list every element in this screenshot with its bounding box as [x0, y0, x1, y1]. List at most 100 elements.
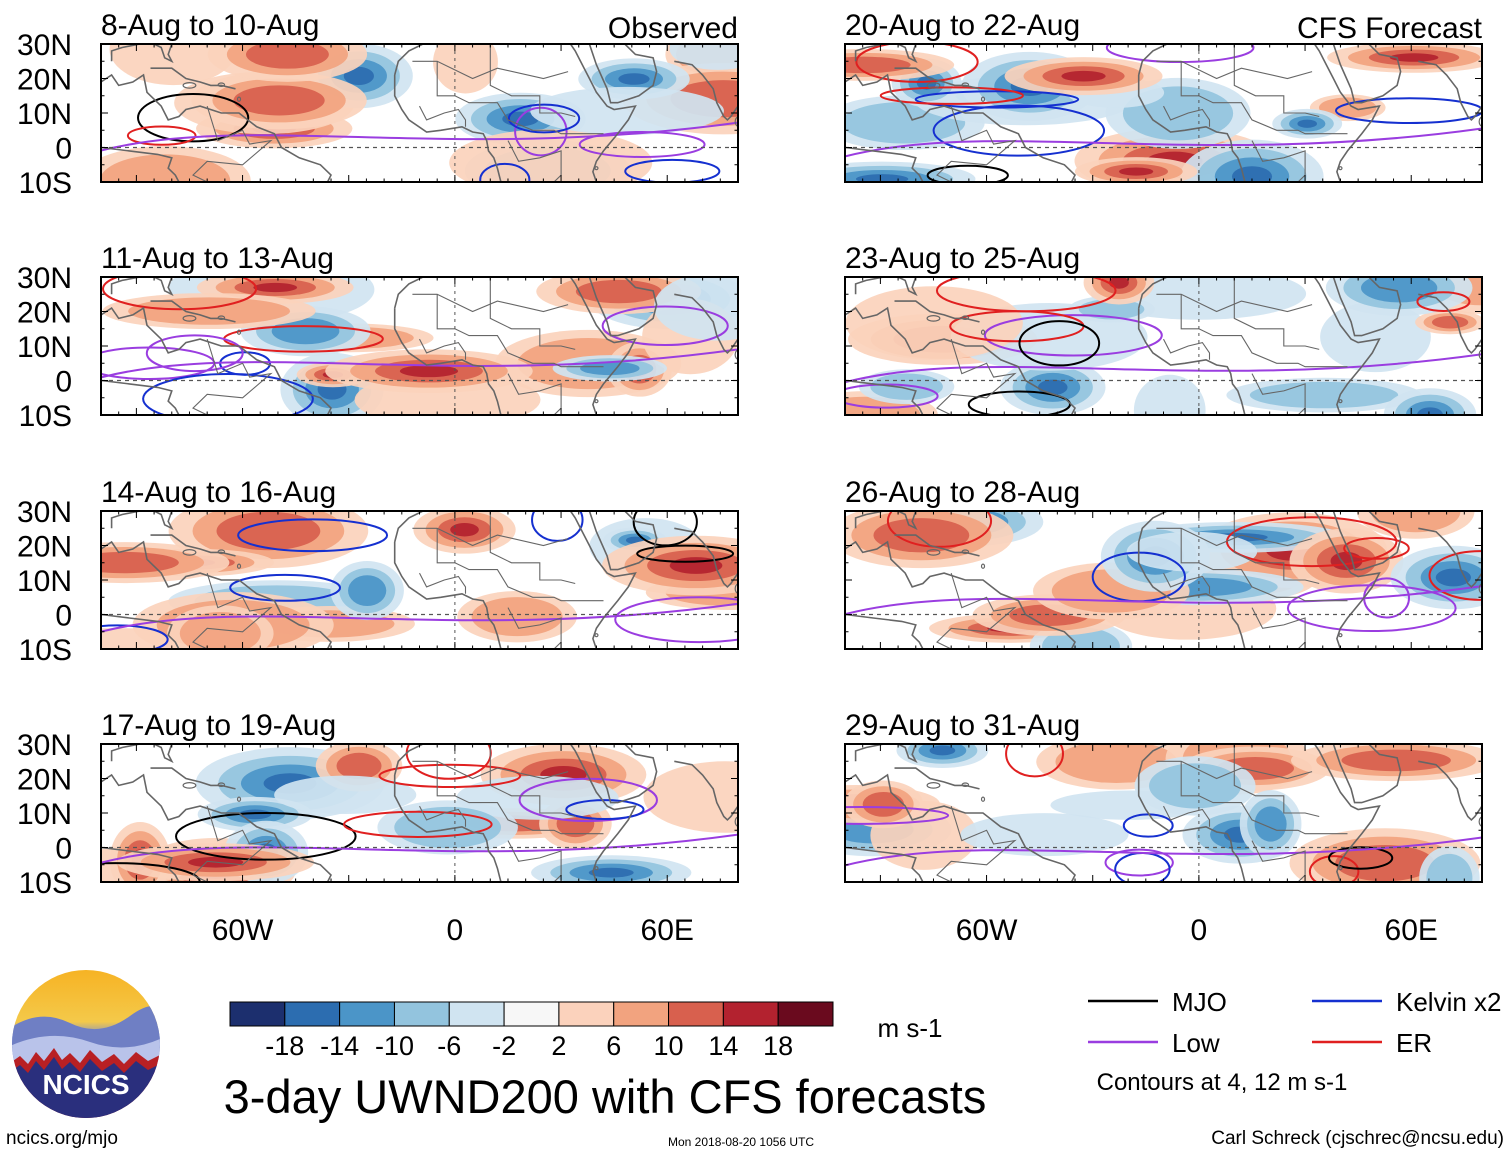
x-tick-label: 60W	[212, 914, 274, 947]
anomaly-blob	[1341, 749, 1451, 772]
anomaly-blob	[845, 286, 1023, 360]
coastline	[1332, 744, 1402, 804]
island	[217, 82, 226, 88]
coastline	[101, 846, 180, 882]
coastline	[110, 277, 174, 297]
country-border	[936, 805, 1017, 882]
x-tick-label: 60W	[956, 914, 1018, 947]
column-header: Observed	[608, 12, 738, 45]
contour-line	[175, 812, 357, 861]
panel-label: 23-Aug to 25-Aug	[845, 242, 1080, 275]
contour-line	[237, 518, 389, 553]
colorbar-label: -2	[492, 1031, 516, 1061]
anomaly-blob	[1149, 763, 1242, 809]
panel-3: 14-Aug to 16-Aug	[100, 476, 739, 650]
panels-group: 8-Aug to 10-Aug 11-Aug to 13-Aug 14-Aug to…	[100, 9, 1483, 924]
panel-2: 11-Aug to 13-Aug	[100, 242, 739, 416]
anomaly-blob	[179, 611, 261, 649]
coastline	[393, 44, 424, 76]
anomaly-field	[101, 277, 738, 415]
contour-line	[614, 596, 738, 644]
coastline	[1418, 760, 1482, 822]
contour-line	[914, 90, 1080, 109]
anomaly-blob	[588, 867, 634, 878]
colorbar-label: 2	[551, 1031, 566, 1061]
country-border	[192, 805, 273, 882]
country-border	[1233, 511, 1320, 585]
coastline	[588, 277, 658, 337]
contour-line	[101, 624, 169, 649]
contour-line	[845, 836, 1482, 867]
coastline	[854, 277, 918, 297]
coastline	[1313, 44, 1381, 182]
coastline	[101, 613, 180, 649]
anomaly-blob	[128, 297, 291, 325]
anomaly-blob	[1371, 511, 1461, 533]
coastline	[1313, 744, 1381, 882]
island	[236, 96, 242, 102]
anomaly-blob	[1431, 315, 1469, 329]
contour-line	[983, 314, 1163, 357]
y-tick-label: 10N	[17, 98, 72, 131]
coastline	[393, 308, 502, 415]
country-border	[436, 528, 604, 602]
y-tick-label: 20N	[17, 297, 72, 330]
anomaly-blob	[336, 752, 382, 780]
contour-line	[845, 383, 939, 409]
y-tick-label: 10S	[19, 400, 72, 433]
legend-label: ER	[1396, 1028, 1432, 1058]
panel-label: 11-Aug to 13-Aug	[101, 242, 334, 275]
island	[1338, 866, 1343, 871]
coastline	[894, 300, 980, 323]
footer-url[interactable]: ncics.org/mjo	[6, 1128, 118, 1149]
anomaly-blob	[109, 44, 237, 86]
anomaly-blob	[1320, 301, 1431, 373]
coastline	[101, 146, 180, 182]
anomaly-blob	[1417, 407, 1443, 415]
anomaly-blob	[1389, 53, 1439, 62]
island	[926, 82, 941, 89]
anomaly-blob	[856, 174, 909, 182]
island	[594, 866, 599, 871]
country-border	[489, 44, 576, 118]
coastline	[1137, 277, 1168, 309]
island	[236, 563, 242, 569]
island	[926, 315, 941, 322]
island	[1338, 633, 1343, 638]
y-tick-label: 0	[55, 600, 72, 633]
anomaly-field	[845, 744, 1482, 924]
colorbar-label: 18	[763, 1031, 793, 1061]
contour-line	[137, 93, 250, 143]
y-tick-label: 10N	[17, 798, 72, 831]
island	[1360, 903, 1371, 924]
y-tick-label: 20N	[17, 764, 72, 797]
country-border	[1163, 572, 1211, 594]
contour-line	[479, 162, 531, 182]
panel-6: 23-Aug to 25-Aug	[844, 242, 1483, 416]
y-tick-label: 10N	[17, 331, 72, 364]
footer-timestamp: Mon 2018-08-20 1056 UTC	[668, 1135, 815, 1149]
country-border	[1180, 761, 1348, 835]
coastline	[894, 67, 980, 90]
contour-line	[624, 158, 721, 182]
contour-line	[1286, 584, 1457, 633]
anomaly-blob	[580, 361, 640, 376]
coastline	[1332, 511, 1402, 571]
anomaly-blob	[618, 73, 650, 85]
country-border	[936, 105, 1017, 182]
coastline	[101, 306, 332, 415]
anomaly-blob	[239, 809, 272, 820]
country-border	[1156, 60, 1313, 80]
anomaly-blob	[246, 44, 329, 69]
country-border	[1156, 760, 1313, 780]
anomaly-blob	[1249, 381, 1399, 409]
contour-line	[1335, 97, 1482, 125]
anomaly-blob	[1335, 844, 1435, 882]
colorbar-swatch	[613, 1001, 670, 1027]
island	[616, 203, 627, 224]
country-border	[1156, 293, 1313, 313]
anomaly-blob	[929, 745, 956, 756]
anomaly-blob	[1061, 70, 1106, 82]
coastline	[588, 511, 658, 571]
